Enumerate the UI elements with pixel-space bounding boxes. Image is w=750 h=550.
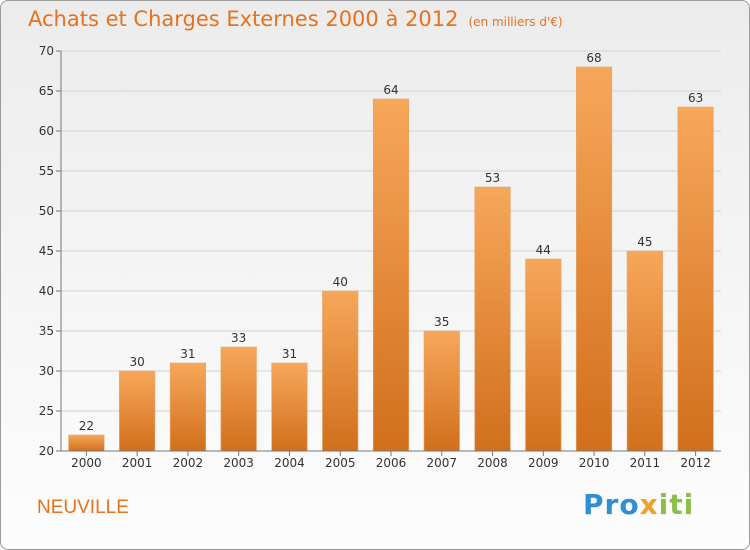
bar-2009	[525, 258, 562, 452]
bar-2001	[119, 370, 156, 452]
x-tick-label-2005: 2005	[325, 456, 356, 470]
commune-name: NEUVILLE	[37, 497, 129, 518]
logo-part-1: Pro	[583, 488, 640, 521]
x-tick-label-2001: 2001	[122, 456, 153, 470]
y-tick-label-70: 70	[39, 44, 54, 58]
logo-part-2: x	[639, 488, 659, 521]
x-tick-label-2010: 2010	[579, 456, 610, 470]
bar-2004	[271, 362, 308, 452]
x-tick-label-2004: 2004	[274, 456, 305, 470]
x-tick-label-2003: 2003	[223, 456, 254, 470]
data-label-2009: 44	[536, 243, 551, 257]
x-tick-label-2012: 2012	[680, 456, 711, 470]
data-label-2003: 33	[231, 331, 246, 345]
y-tick-label-65: 65	[39, 84, 54, 98]
bar-2007	[423, 330, 460, 452]
proxiti-logo: Proxiti	[583, 488, 694, 521]
data-label-2001: 30	[130, 355, 145, 369]
data-label-2011: 45	[637, 235, 652, 249]
y-tick-label-50: 50	[39, 204, 54, 218]
data-label-2002: 31	[180, 347, 195, 361]
data-label-2012: 63	[688, 91, 703, 105]
data-label-2007: 35	[434, 315, 449, 329]
bar-2002	[169, 362, 206, 452]
x-tick-label-2007: 2007	[426, 456, 457, 470]
data-label-2008: 53	[485, 171, 500, 185]
y-tick-label-30: 30	[39, 364, 54, 378]
y-tick-label-45: 45	[39, 244, 54, 258]
y-tick-label-25: 25	[39, 404, 54, 418]
x-tick-label-2009: 2009	[528, 456, 559, 470]
chart-unit: (en milliers d'€)	[468, 15, 563, 29]
y-tick-label-60: 60	[39, 124, 54, 138]
data-label-2000: 22	[79, 419, 94, 433]
y-tick-label-35: 35	[39, 324, 54, 338]
data-label-2010: 68	[586, 51, 601, 65]
bar-2003	[220, 346, 257, 452]
bar-2012	[677, 106, 714, 452]
chart-title: Achats et Charges Externes 2000 à 2012 (e…	[28, 7, 563, 31]
data-label-2004: 31	[282, 347, 297, 361]
x-tick-label-2000: 2000	[71, 456, 102, 470]
bar-2000	[68, 434, 105, 452]
y-tick-label-20: 20	[39, 444, 54, 458]
y-tick-label-40: 40	[39, 284, 54, 298]
data-label-2005: 40	[333, 275, 348, 289]
data-label-2006: 64	[383, 83, 398, 97]
y-tick-label-55: 55	[39, 164, 54, 178]
bar-2005	[322, 290, 359, 452]
x-tick-label-2008: 2008	[477, 456, 508, 470]
chart-title-text: Achats et Charges Externes 2000 à 2012	[28, 7, 459, 31]
x-tick-label-2006: 2006	[376, 456, 407, 470]
bar-2011	[626, 250, 663, 452]
logo-part-3: iti	[658, 488, 695, 521]
bar-2006	[372, 98, 410, 452]
bar-2010	[576, 66, 613, 452]
bar-2008	[474, 186, 511, 452]
x-tick-label-2002: 2002	[173, 456, 204, 470]
x-tick-label-2011: 2011	[630, 456, 661, 470]
